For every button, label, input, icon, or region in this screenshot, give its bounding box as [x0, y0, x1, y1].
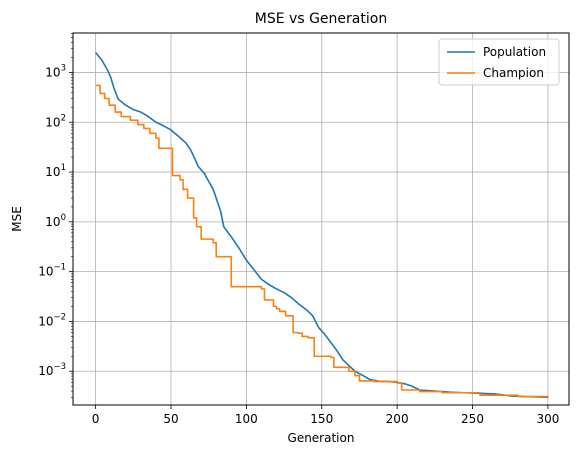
x-tick-label: 200 — [386, 412, 409, 426]
legend: Population Champion — [438, 38, 560, 86]
y-tick-label: 101 — [45, 163, 66, 179]
legend-label-champion: Champion — [483, 66, 544, 80]
y-tick-label: 100 — [45, 213, 66, 229]
series-line-champion — [95, 84, 549, 398]
chart-title: MSE vs Generation — [255, 11, 387, 27]
grid-layer — [73, 33, 569, 405]
x-axis-label: Generation — [288, 431, 355, 445]
series-layer — [94, 52, 549, 399]
y-tick-label: 103 — [45, 63, 66, 79]
ticks-layer: 0 50 100 150 200 250 300 10−3 10−2 10−1 100 101 102 1… — [38, 33, 559, 426]
legend-label-population: Population — [483, 45, 546, 59]
y-tick-label: 102 — [45, 113, 66, 129]
y-axis-label: MSE — [10, 206, 24, 232]
y-tick-label: 10−1 — [38, 263, 66, 279]
plot-frame — [72, 32, 570, 406]
x-tick-label: 0 — [92, 412, 100, 426]
x-tick-label: 250 — [461, 412, 484, 426]
y-tick-label: 10−2 — [38, 312, 66, 328]
x-tick-label: 50 — [163, 412, 178, 426]
series-line-population — [94, 52, 548, 399]
x-tick-label: 150 — [310, 412, 333, 426]
x-tick-label: 100 — [235, 412, 258, 426]
y-tick-label: 10−3 — [38, 362, 66, 378]
x-tick-label: 300 — [536, 412, 559, 426]
